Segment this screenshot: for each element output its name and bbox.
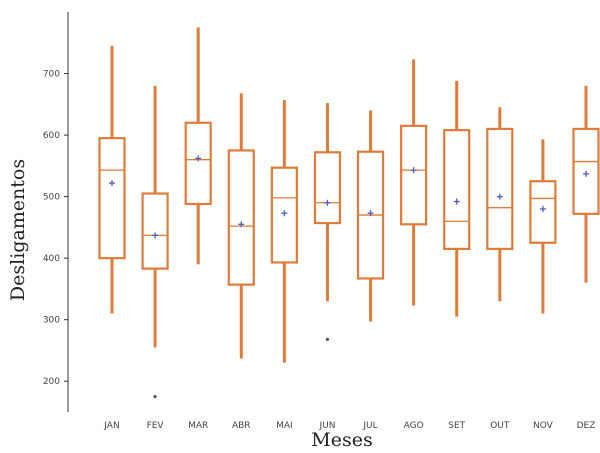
y-tick-label: 400 — [43, 254, 60, 264]
box-mai — [270, 100, 298, 363]
y-tick-label: 500 — [43, 193, 60, 203]
box-nov — [529, 139, 557, 314]
y-axis-title: Desligamentos — [7, 159, 29, 301]
box-jun — [313, 103, 342, 341]
x-tick-label: JUN — [318, 421, 335, 431]
iqr-box — [443, 129, 471, 251]
iqr-box — [184, 121, 212, 206]
box-out — [486, 107, 514, 302]
iqr-box — [98, 137, 126, 260]
x-tick-label: SET — [448, 421, 465, 431]
iqr-box — [529, 180, 557, 244]
iqr-box — [141, 192, 169, 270]
y-tick-label: 300 — [43, 316, 60, 326]
iqr-box — [270, 166, 298, 264]
x-tick-label: FEV — [147, 421, 165, 431]
box-ago — [400, 59, 428, 306]
y-tick-label: 700 — [43, 70, 60, 80]
iqr-box — [400, 124, 428, 226]
iqr-box — [572, 127, 600, 215]
box-dez — [572, 85, 600, 283]
x-tick-label: NOV — [533, 421, 554, 431]
box-fev — [141, 85, 169, 399]
iqr-box — [486, 127, 514, 251]
outlier-point — [153, 395, 157, 399]
box-abr — [227, 93, 255, 359]
box-jul — [356, 110, 385, 322]
y-axis-ticks: 200 300 400 500 600 700 — [43, 70, 68, 387]
box-jan — [98, 45, 126, 314]
box-mar — [184, 27, 212, 265]
x-tick-label: JAN — [103, 421, 119, 431]
x-tick-label: MAR — [188, 421, 208, 431]
iqr-box — [313, 151, 342, 225]
x-tick-label: ABR — [232, 421, 251, 431]
box-series — [98, 27, 600, 399]
x-tick-label: MAI — [276, 421, 293, 431]
y-tick-label: 200 — [43, 377, 60, 387]
x-tick-label: OUT — [490, 421, 510, 431]
x-tick-label: AGO — [404, 421, 424, 431]
x-tick-label: DEZ — [577, 421, 596, 431]
iqr-box — [227, 149, 255, 286]
box-set — [443, 80, 471, 317]
x-axis-title: Meses — [311, 429, 372, 451]
outlier-point — [325, 337, 330, 341]
x-axis-ticks: JAN FEV MAR ABR MAI JUN JUL AGO SET OUT NOV DEZ — [103, 421, 595, 431]
x-tick-label: JUL — [362, 421, 377, 431]
y-tick-label: 600 — [43, 131, 60, 141]
